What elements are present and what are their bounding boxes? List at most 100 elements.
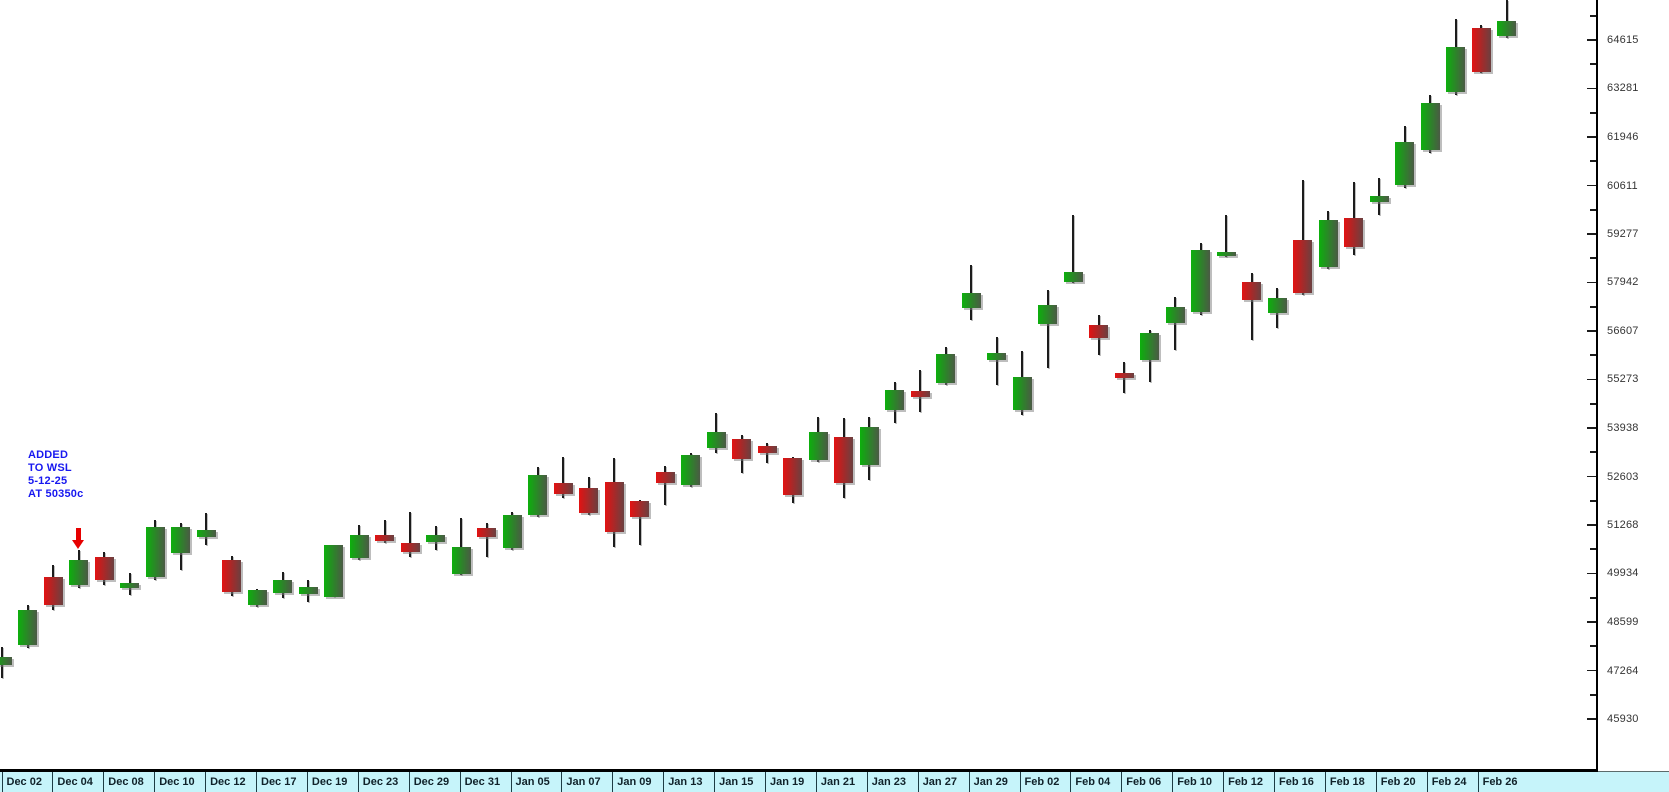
y-major-tick bbox=[1587, 378, 1596, 381]
candle-up bbox=[349, 534, 369, 558]
candle-up bbox=[298, 586, 318, 594]
candle-up bbox=[528, 474, 547, 515]
candle-down bbox=[732, 438, 751, 459]
y-minor-tick bbox=[1590, 257, 1596, 260]
candle-down bbox=[579, 487, 598, 513]
y-minor-tick bbox=[1590, 548, 1596, 551]
y-major-tick bbox=[1587, 475, 1596, 478]
candle-down bbox=[757, 445, 777, 453]
x-axis-label: Dec 02 bbox=[1, 771, 53, 792]
candle-wick bbox=[409, 511, 411, 557]
candle-up bbox=[1063, 272, 1083, 282]
x-axis-label: Dec 19 bbox=[306, 771, 358, 792]
candle-up bbox=[273, 579, 292, 593]
x-axis-label: Dec 04 bbox=[52, 771, 103, 792]
x-axis-label: Dec 12 bbox=[205, 771, 256, 792]
annotation-line: 5-12-25 bbox=[28, 475, 68, 487]
candle-down bbox=[910, 390, 930, 398]
plot-area[interactable] bbox=[0, 0, 1596, 769]
candle-up bbox=[1318, 220, 1338, 267]
candle-up bbox=[961, 292, 981, 308]
candle-down bbox=[630, 500, 649, 517]
x-axis-label: Jan 05 bbox=[510, 771, 562, 792]
candle-down bbox=[1242, 282, 1261, 300]
x-axis-label: Feb 16 bbox=[1274, 771, 1325, 792]
y-axis-label: 56607 bbox=[1607, 325, 1639, 337]
candle-wick bbox=[205, 512, 207, 545]
candle-up bbox=[1165, 306, 1185, 323]
y-axis-label: 57942 bbox=[1607, 276, 1639, 289]
y-major-tick bbox=[1587, 669, 1596, 672]
candle-wick bbox=[638, 500, 641, 545]
candle-up bbox=[324, 544, 343, 597]
candle-wick bbox=[1072, 214, 1074, 283]
candle-down bbox=[1344, 218, 1363, 247]
x-axis-label: Feb 12 bbox=[1223, 771, 1274, 792]
annotation-line: TO WSL bbox=[28, 462, 72, 474]
candle-up bbox=[885, 389, 904, 410]
y-minor-tick bbox=[1590, 693, 1596, 696]
y-minor-tick bbox=[1590, 63, 1596, 66]
candle-up bbox=[247, 589, 267, 605]
y-minor-tick bbox=[1590, 645, 1596, 648]
candle-up bbox=[1038, 304, 1057, 324]
x-axis-label: Jan 21 bbox=[815, 771, 867, 792]
candle-down bbox=[43, 576, 63, 605]
candle-up bbox=[1446, 47, 1465, 92]
y-minor-tick bbox=[1590, 402, 1596, 405]
candle-up bbox=[987, 353, 1006, 360]
candle-up bbox=[426, 534, 445, 542]
candle-down bbox=[655, 471, 675, 483]
x-axis-label: Feb 04 bbox=[1070, 771, 1121, 792]
y-axis-label: 60611 bbox=[1607, 179, 1638, 192]
candle-up bbox=[1369, 196, 1389, 203]
candle-wick bbox=[1301, 180, 1304, 295]
y-major-tick bbox=[1587, 184, 1596, 187]
y-axis-label: 48599 bbox=[1607, 616, 1639, 628]
annotation-line: ADDED bbox=[28, 449, 69, 461]
y-axis-label: 59277 bbox=[1607, 227, 1639, 240]
candle-wick bbox=[1174, 296, 1176, 350]
y-major-tick bbox=[1587, 87, 1596, 90]
y-major-tick bbox=[1587, 233, 1596, 235]
candle-up bbox=[502, 514, 522, 548]
candle-wick bbox=[1250, 272, 1253, 340]
candle-up bbox=[0, 656, 12, 665]
y-axis-label: 63281 bbox=[1607, 82, 1639, 95]
y-minor-tick bbox=[1590, 111, 1596, 114]
candle-wick bbox=[485, 522, 488, 557]
y-axis-label: 45930 bbox=[1607, 713, 1639, 725]
y-major-tick bbox=[1587, 718, 1596, 720]
candle-up bbox=[1216, 252, 1236, 257]
candle-up bbox=[936, 353, 955, 383]
candle-up bbox=[1497, 20, 1516, 36]
candle-wick bbox=[562, 456, 564, 498]
arrow-head bbox=[72, 539, 84, 549]
candle-wick bbox=[970, 264, 972, 320]
candle-up bbox=[1420, 103, 1440, 150]
candle-down bbox=[400, 542, 420, 552]
candle-up bbox=[859, 427, 879, 465]
y-minor-tick bbox=[1590, 451, 1596, 454]
candle-wick bbox=[460, 517, 462, 575]
candle-down bbox=[1471, 28, 1491, 72]
y-major-tick bbox=[1587, 524, 1596, 526]
x-axis-label: Feb 06 bbox=[1121, 771, 1172, 792]
x-axis-label: Jan 23 bbox=[866, 771, 918, 792]
x-axis-label: Jan 13 bbox=[663, 771, 714, 792]
y-axis-label: 47264 bbox=[1607, 664, 1639, 677]
y-axis-label: 51268 bbox=[1607, 519, 1639, 532]
x-axis-label: Jan 09 bbox=[612, 771, 663, 792]
y-minor-tick bbox=[1590, 208, 1596, 211]
candle-down bbox=[477, 527, 496, 537]
x-axis-label: Feb 26 bbox=[1477, 771, 1669, 792]
y-major-tick bbox=[1587, 427, 1596, 429]
y-major-tick bbox=[1587, 572, 1596, 575]
y-minor-tick bbox=[1590, 354, 1596, 357]
candle-down bbox=[1293, 240, 1312, 293]
candle-up bbox=[120, 582, 139, 588]
candle-down bbox=[375, 534, 394, 541]
y-axis-label: 64615 bbox=[1607, 34, 1639, 46]
x-axis-label: Feb 02 bbox=[1019, 771, 1071, 792]
candle-down bbox=[783, 457, 802, 495]
